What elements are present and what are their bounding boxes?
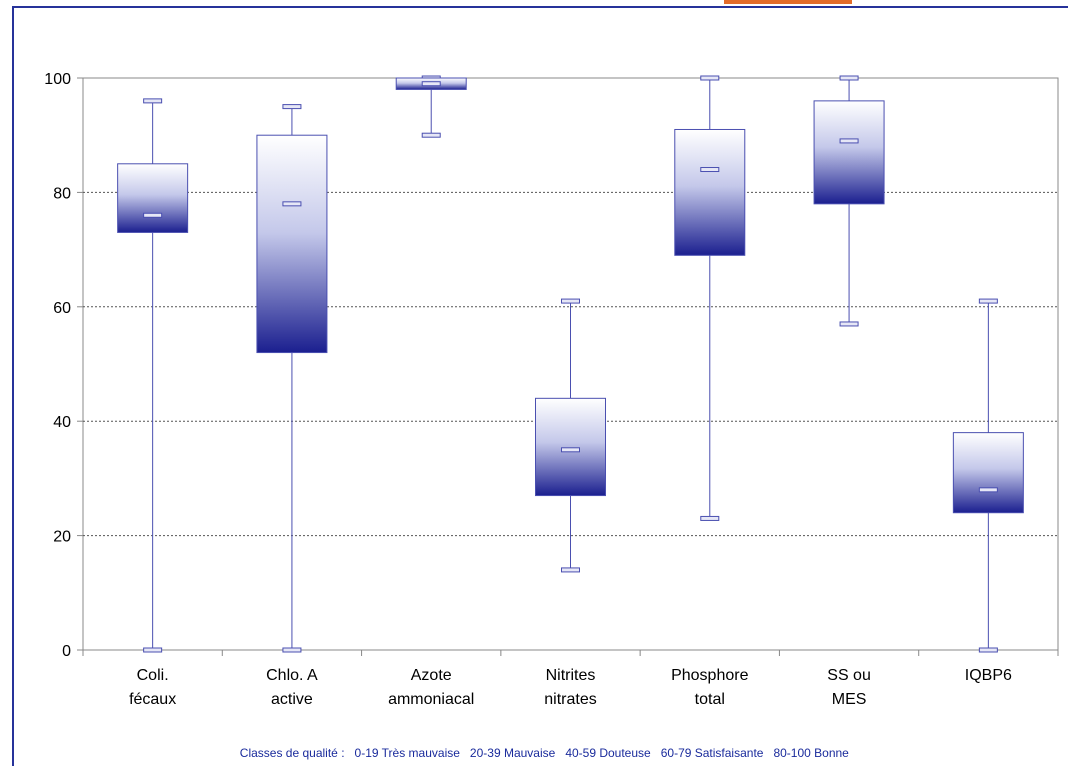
- y-tick-label: 100: [44, 71, 71, 88]
- box: [674, 128, 746, 256]
- legend-class: 0-19 Très mauvaise: [354, 746, 460, 760]
- top-bar-accent: [724, 0, 852, 4]
- whisker-cap: [143, 98, 163, 104]
- top-bar: [0, 0, 1072, 6]
- y-tick-label: 20: [53, 529, 71, 546]
- whisker-cap: [282, 647, 302, 653]
- x-tick-label: fécaux: [129, 691, 176, 708]
- y-tick-label: 60: [53, 300, 71, 317]
- plot-area: 0 20 40 60 80 100 Coli. fécaux Chlo. A active Azot…: [44, 71, 1059, 708]
- median-marker: [839, 138, 859, 144]
- whisker-cap: [143, 647, 163, 653]
- x-tick-label: MES: [832, 691, 867, 708]
- x-tick-label: Azote: [411, 667, 452, 684]
- y-tick-label: 40: [53, 414, 71, 431]
- box: [256, 134, 328, 354]
- legend-class: 40-59 Douteuse: [565, 746, 651, 760]
- x-tick-label: Coli.: [137, 667, 169, 684]
- quality-classes-legend: Classes de qualité : 0-19 Très mauvaise 20…: [0, 732, 1072, 760]
- y-tick-label: 0: [62, 643, 71, 660]
- whisker-cap: [839, 321, 859, 327]
- median-marker: [421, 81, 441, 87]
- legend-class: 60-79 Satisfaisante: [660, 746, 764, 760]
- x-tick-label: nitrates: [544, 691, 596, 708]
- x-tick-label: active: [271, 691, 313, 708]
- x-tick-label: total: [695, 691, 725, 708]
- box: [117, 163, 189, 233]
- whisker-cap: [561, 298, 580, 304]
- median-marker: [143, 212, 163, 218]
- median-marker: [700, 167, 720, 173]
- x-tick-label: IQBP6: [965, 667, 1012, 684]
- legend-class: 20-39 Mauvaise: [469, 746, 556, 760]
- whisker-cap: [978, 298, 998, 304]
- whisker-cap: [561, 567, 580, 573]
- x-tick-label: Nitrites: [546, 667, 596, 684]
- legend-prefix: Classes de qualité :: [239, 746, 345, 760]
- whisker-cap: [839, 75, 859, 81]
- y-tick-label: 80: [53, 185, 71, 202]
- x-tick-label: Phosphore: [671, 667, 748, 684]
- chart-frame: [12, 6, 1068, 766]
- whisker-cap: [282, 104, 302, 110]
- whisker-cap: [978, 647, 998, 653]
- whisker-cap: [700, 515, 720, 521]
- median-marker: [561, 447, 580, 453]
- whisker-cap: [421, 132, 441, 138]
- legend-class: 80-100 Bonne: [773, 746, 849, 760]
- plot-border: [82, 77, 1059, 651]
- median-marker: [978, 487, 998, 493]
- box: [813, 100, 885, 205]
- box: [535, 397, 606, 497]
- x-tick-label: ammoniacal: [388, 691, 474, 708]
- median-marker: [282, 201, 302, 207]
- x-tick-label: Chlo. A: [266, 667, 318, 684]
- x-tick-label: SS ou: [827, 667, 871, 684]
- box: [952, 432, 1024, 514]
- whisker-cap: [700, 75, 720, 81]
